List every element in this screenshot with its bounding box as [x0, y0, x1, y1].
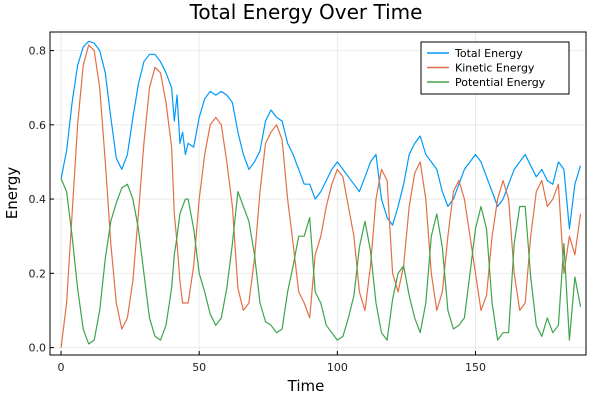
- x-tick-label: 50: [192, 361, 206, 374]
- y-tick-label: 0.2: [29, 267, 47, 280]
- series-layer: [60, 40, 582, 348]
- x-tick-label: 150: [465, 361, 486, 374]
- legend-label: Potential Energy: [455, 76, 546, 89]
- plot-frame: [49, 31, 587, 356]
- y-tick-label: 0.4: [29, 193, 47, 206]
- y-tick-label: 0.8: [29, 45, 47, 58]
- chart-title: Total Energy Over Time: [189, 0, 423, 24]
- series-line-3: [60, 178, 582, 345]
- series-line-2: [60, 44, 582, 348]
- y-tick-label: 0.0: [29, 342, 47, 355]
- legend-label: Total Energy: [454, 47, 523, 60]
- x-tick-label: 0: [58, 361, 65, 374]
- series-line-1: [60, 40, 582, 230]
- y-axis-label: Energy: [3, 167, 21, 220]
- legend-label: Kinetic Energy: [455, 62, 535, 75]
- x-tick-label: 100: [327, 361, 348, 374]
- y-tick-label: 0.6: [29, 119, 47, 132]
- x-axis-label: Time: [287, 377, 325, 395]
- axis-ticks: 0 50 100 150 0.0 0.2 0.4 0.6 0.8: [29, 45, 486, 374]
